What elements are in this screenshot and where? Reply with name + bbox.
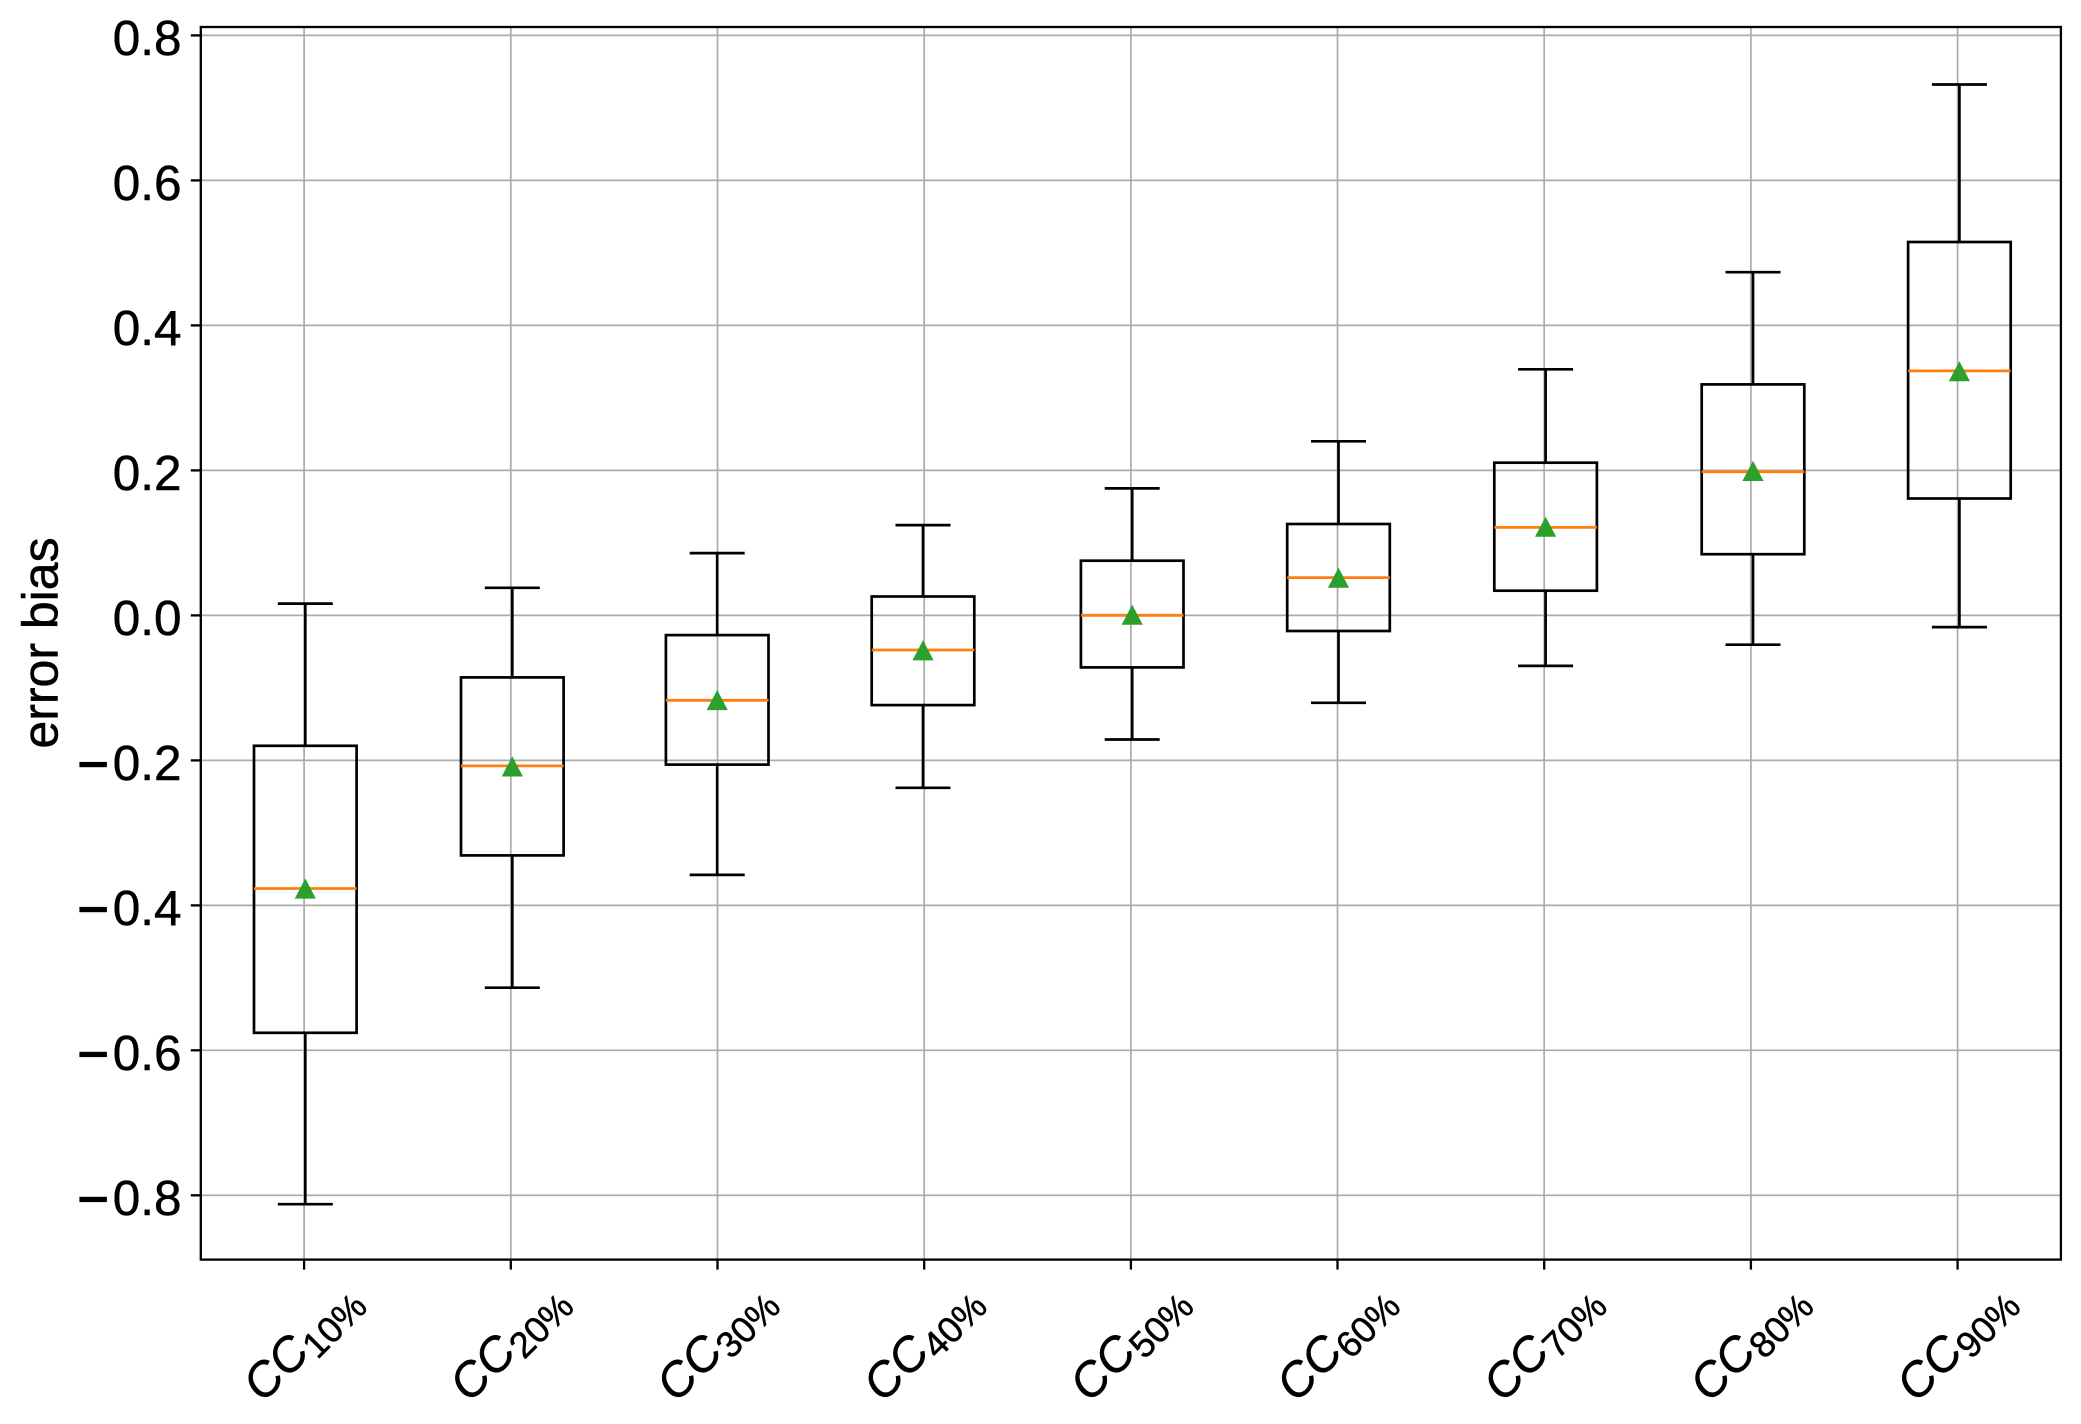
- svg-text:0.0: 0.0: [113, 591, 182, 646]
- svg-text:0.6: 0.6: [113, 156, 182, 211]
- svg-text:0.4: 0.4: [113, 301, 182, 356]
- svg-text:0.2: 0.2: [113, 446, 182, 501]
- svg-text:0.4: 0.4: [113, 881, 182, 936]
- svg-text:0.2: 0.2: [113, 736, 182, 791]
- svg-text:0.8: 0.8: [113, 1171, 182, 1226]
- svg-text:0.6: 0.6: [113, 1026, 182, 1081]
- svg-text:0.8: 0.8: [113, 11, 182, 66]
- svg-text:error bias: error bias: [13, 537, 69, 748]
